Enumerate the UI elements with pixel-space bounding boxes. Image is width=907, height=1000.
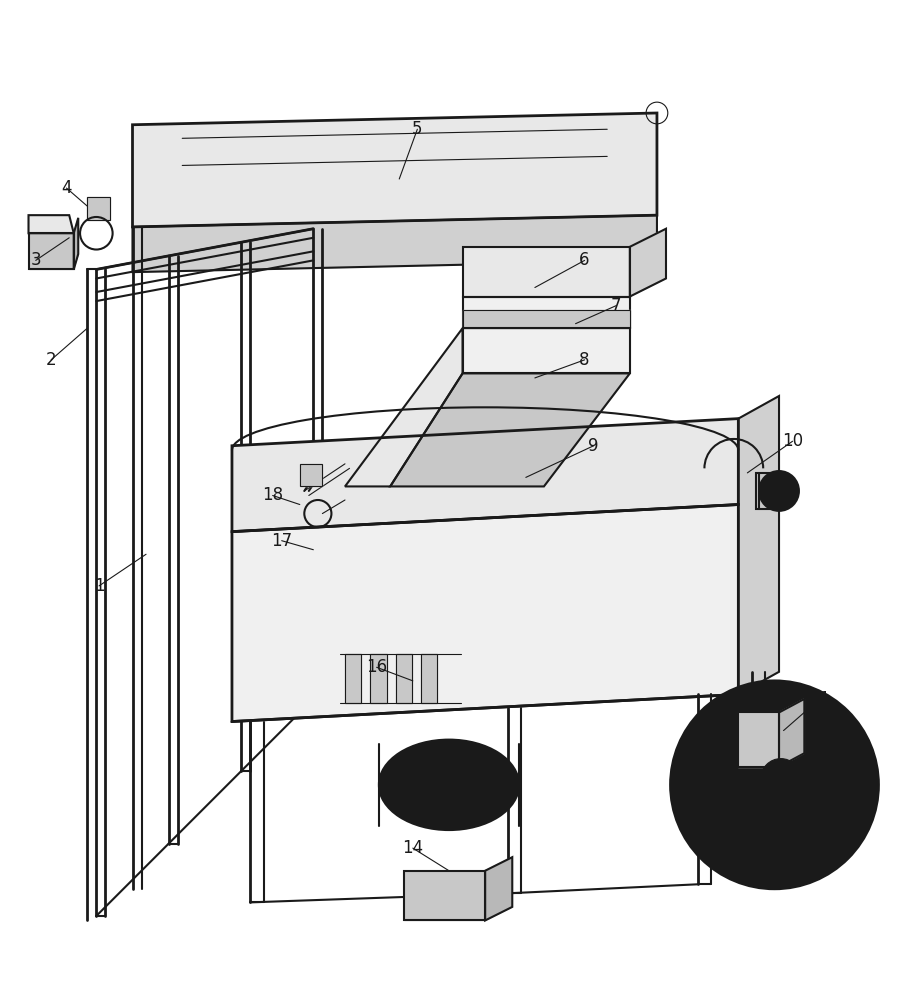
Polygon shape xyxy=(300,464,322,486)
Text: 16: 16 xyxy=(366,658,387,676)
Text: 13: 13 xyxy=(727,812,749,830)
Text: 1: 1 xyxy=(93,577,104,595)
Polygon shape xyxy=(629,229,666,297)
Polygon shape xyxy=(73,218,78,269)
Polygon shape xyxy=(738,396,779,694)
Circle shape xyxy=(745,782,777,815)
Polygon shape xyxy=(779,699,805,767)
Text: 6: 6 xyxy=(580,251,590,269)
Text: 4: 4 xyxy=(62,179,72,197)
Polygon shape xyxy=(87,197,110,220)
Circle shape xyxy=(670,681,879,889)
Text: 9: 9 xyxy=(589,437,599,455)
Polygon shape xyxy=(370,654,386,703)
Text: 12: 12 xyxy=(805,803,825,821)
Text: 17: 17 xyxy=(271,532,292,550)
Polygon shape xyxy=(345,654,361,703)
Polygon shape xyxy=(232,505,738,722)
Text: 15: 15 xyxy=(424,740,446,758)
Polygon shape xyxy=(756,473,779,509)
Text: 14: 14 xyxy=(402,839,424,857)
Polygon shape xyxy=(463,247,629,297)
Text: 18: 18 xyxy=(262,486,283,504)
Text: 8: 8 xyxy=(580,351,590,369)
Circle shape xyxy=(761,759,801,798)
Polygon shape xyxy=(132,215,657,272)
Polygon shape xyxy=(421,654,437,703)
Polygon shape xyxy=(390,373,629,486)
Text: 3: 3 xyxy=(31,251,41,269)
Polygon shape xyxy=(463,297,629,328)
Circle shape xyxy=(722,732,827,837)
Polygon shape xyxy=(28,215,73,233)
Circle shape xyxy=(772,782,805,815)
Ellipse shape xyxy=(379,740,519,830)
Polygon shape xyxy=(132,113,657,227)
Text: 2: 2 xyxy=(46,351,56,369)
Polygon shape xyxy=(28,233,73,269)
Polygon shape xyxy=(345,328,463,486)
Text: 5: 5 xyxy=(412,120,423,138)
Text: 7: 7 xyxy=(611,297,621,315)
Circle shape xyxy=(759,471,799,511)
Polygon shape xyxy=(463,310,629,328)
Text: 10: 10 xyxy=(782,432,803,450)
Text: 11: 11 xyxy=(809,690,830,708)
Polygon shape xyxy=(485,857,512,920)
Polygon shape xyxy=(404,871,485,920)
Polygon shape xyxy=(463,328,629,373)
Polygon shape xyxy=(395,654,412,703)
Polygon shape xyxy=(232,419,738,532)
Polygon shape xyxy=(738,712,779,767)
